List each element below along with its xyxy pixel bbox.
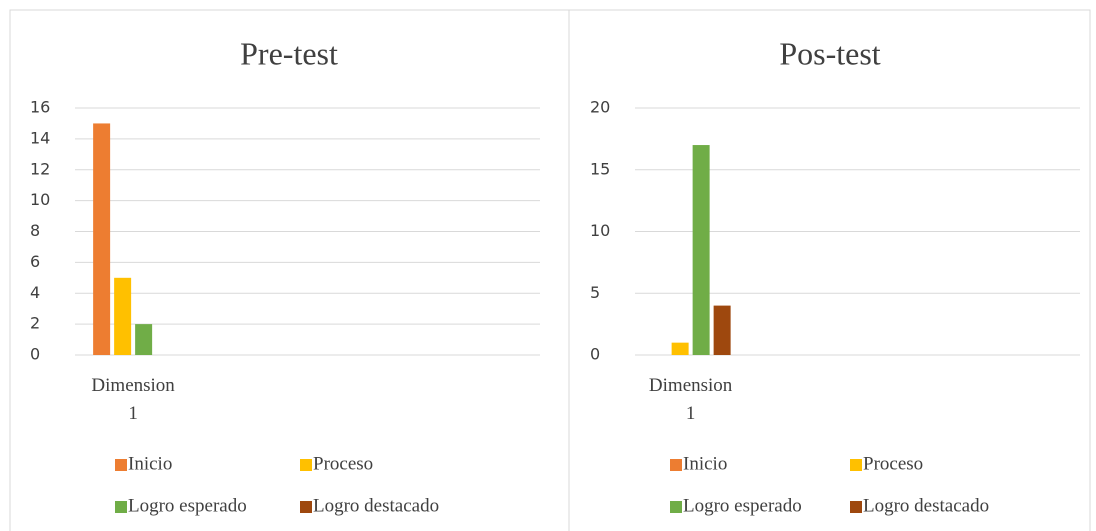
y-tick-label: 20	[590, 98, 610, 117]
y-tick-label: 14	[30, 128, 50, 147]
y-tick-label: 0	[30, 345, 40, 364]
bar	[93, 123, 111, 355]
chart-title: Pos-test	[779, 35, 880, 71]
legend-swatch	[850, 459, 862, 471]
legend-swatch	[115, 501, 127, 513]
y-tick-label: 2	[30, 314, 40, 333]
legend-label: Proceso	[313, 453, 373, 474]
y-tick-label: 6	[30, 252, 40, 271]
panel-border	[9, 9, 1091, 531]
legend-swatch	[670, 459, 682, 471]
chart-title: Pre-test	[240, 35, 338, 71]
y-tick-label: 0	[590, 345, 600, 364]
bar	[692, 145, 710, 355]
legend-swatch	[300, 459, 312, 471]
legend-label: Logro esperado	[683, 495, 802, 516]
y-tick-label: 8	[30, 221, 40, 240]
y-tick-label: 10	[30, 190, 50, 209]
y-tick-label: 15	[590, 159, 610, 178]
y-tick-label: 5	[590, 283, 600, 302]
bar	[713, 305, 731, 355]
legend-label: Inicio	[683, 453, 727, 474]
y-tick-label: 4	[30, 283, 40, 302]
x-tick-label: Dimension 1	[91, 375, 175, 424]
y-tick-label: 12	[30, 159, 50, 178]
bar	[114, 277, 132, 355]
legend-swatch	[670, 501, 682, 513]
legend-label: Logro esperado	[128, 495, 247, 516]
legend-swatch	[300, 501, 312, 513]
legend-label: Logro destacado	[313, 495, 439, 516]
y-tick-label: 16	[30, 98, 50, 117]
legend-label: Inicio	[128, 453, 172, 474]
x-tick-label: Dimension 1	[648, 375, 733, 424]
legend-label: Logro destacado	[863, 495, 989, 516]
bar	[135, 324, 153, 355]
legend-label: Proceso	[863, 453, 923, 474]
legend-swatch	[115, 459, 127, 471]
bar	[671, 342, 689, 355]
legend-swatch	[850, 501, 862, 513]
y-tick-label: 10	[590, 221, 610, 240]
